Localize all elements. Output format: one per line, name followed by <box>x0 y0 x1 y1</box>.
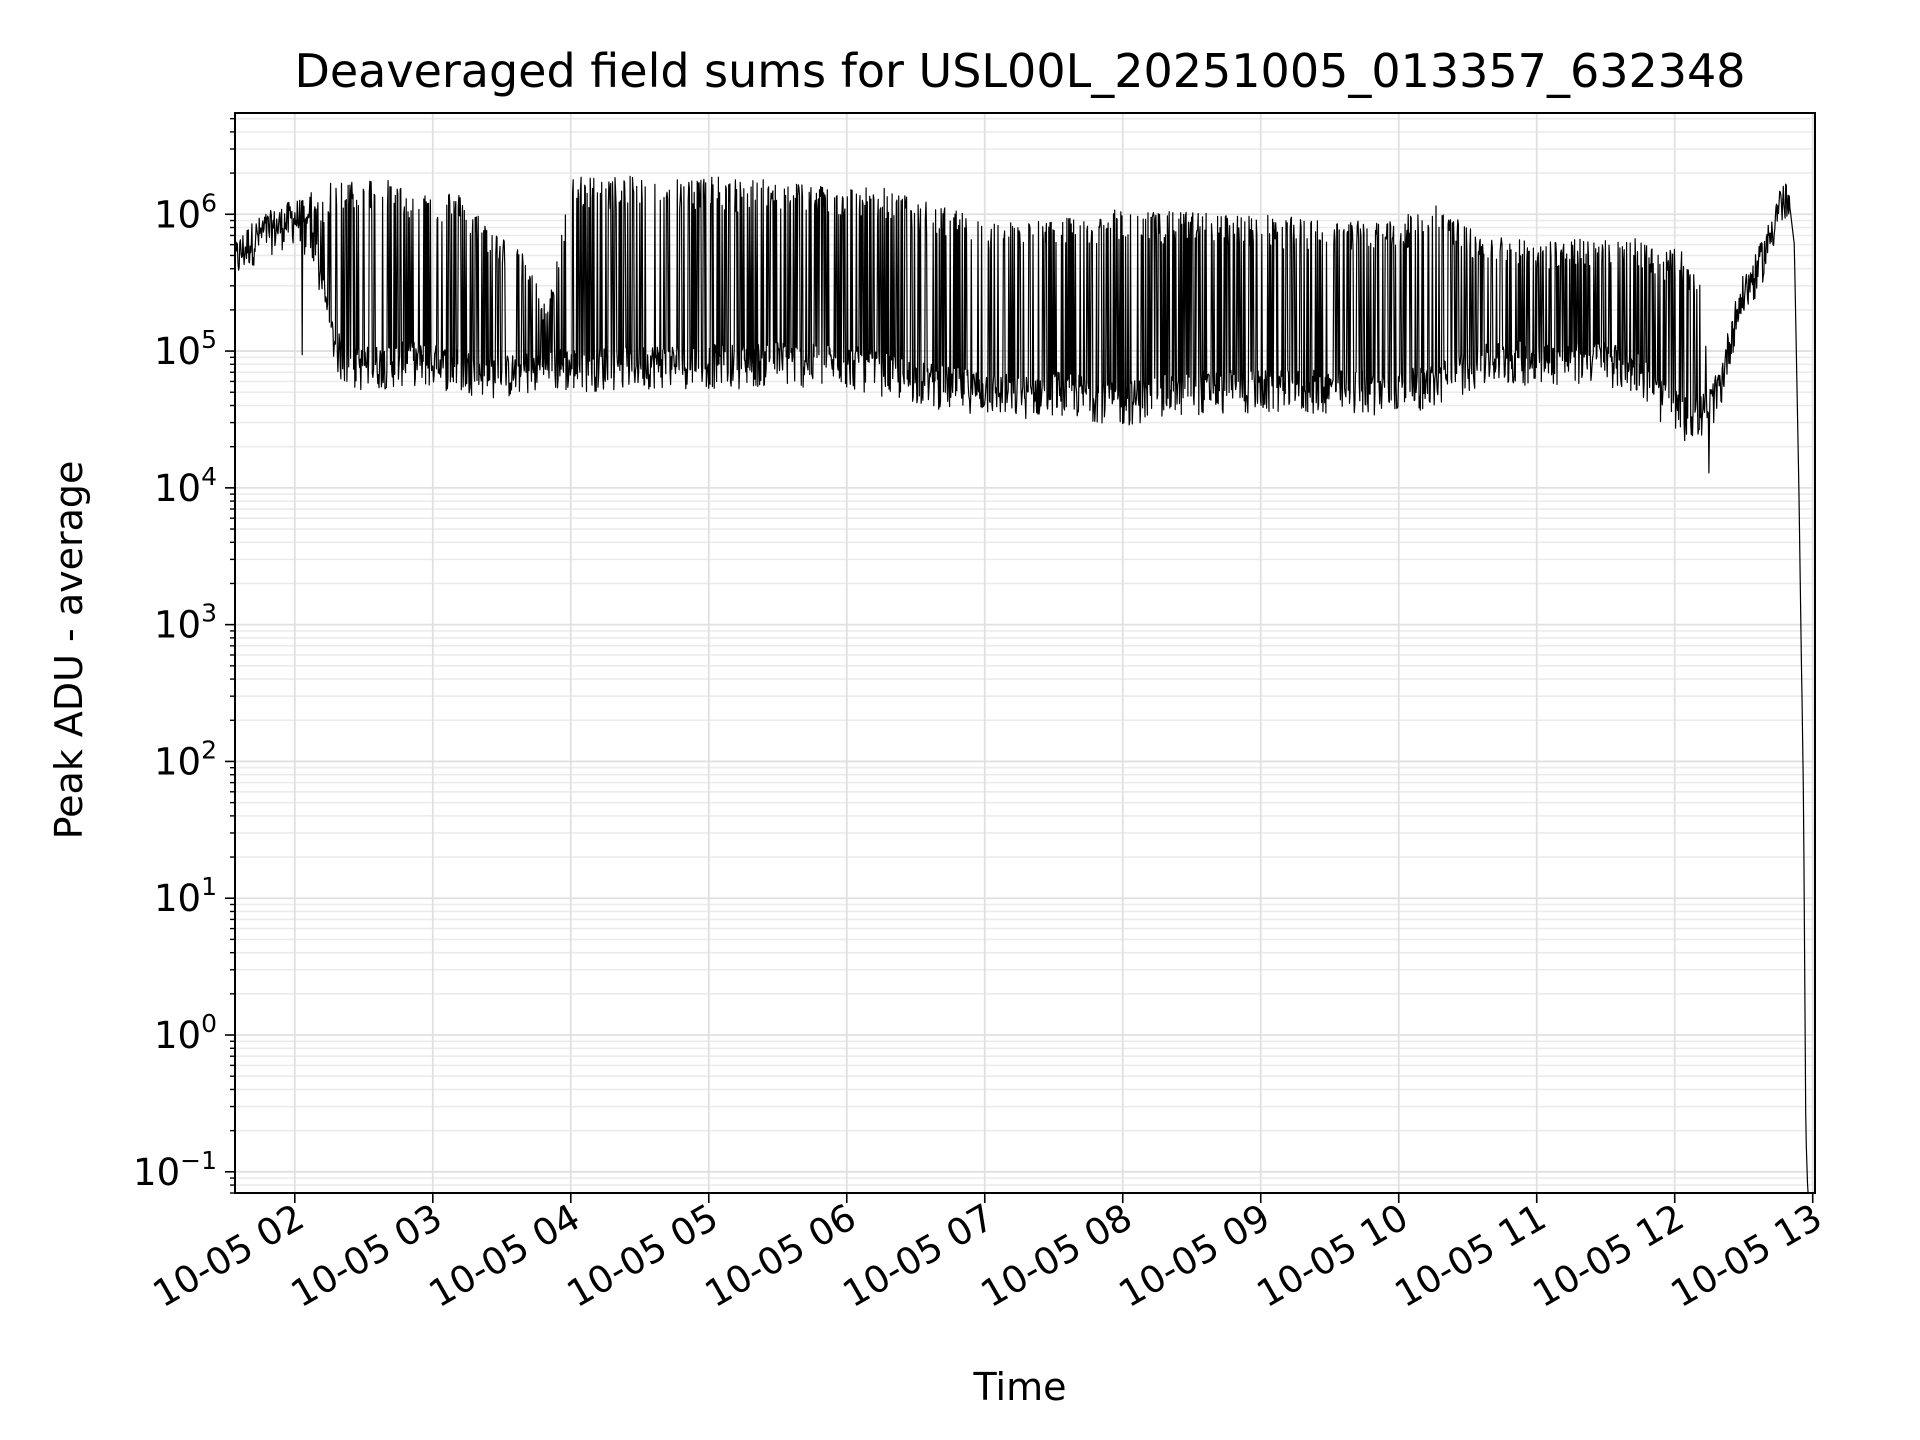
y-tick-label: 105 <box>154 325 217 373</box>
axes <box>234 112 1816 1194</box>
y-tick-label: 106 <box>154 188 217 236</box>
y-axis-label: Peak ADU - average <box>47 461 91 840</box>
y-tick-label: 100 <box>154 1009 217 1057</box>
series-layer <box>234 175 1809 1194</box>
y-tick-label: 104 <box>154 462 217 510</box>
plot-frame <box>234 112 1816 1194</box>
y-tick-label: 103 <box>154 599 217 647</box>
y-tick-label: 10−1 <box>133 1146 217 1194</box>
chart-title: Deaveraged field sums for USL00L_2025100… <box>294 44 1745 98</box>
y-tick-label: 101 <box>154 872 217 920</box>
series-line <box>234 175 1809 1194</box>
x-axis-label: Time <box>973 1365 1067 1409</box>
grid <box>235 113 1815 1194</box>
y-tick-label: 102 <box>154 735 217 783</box>
